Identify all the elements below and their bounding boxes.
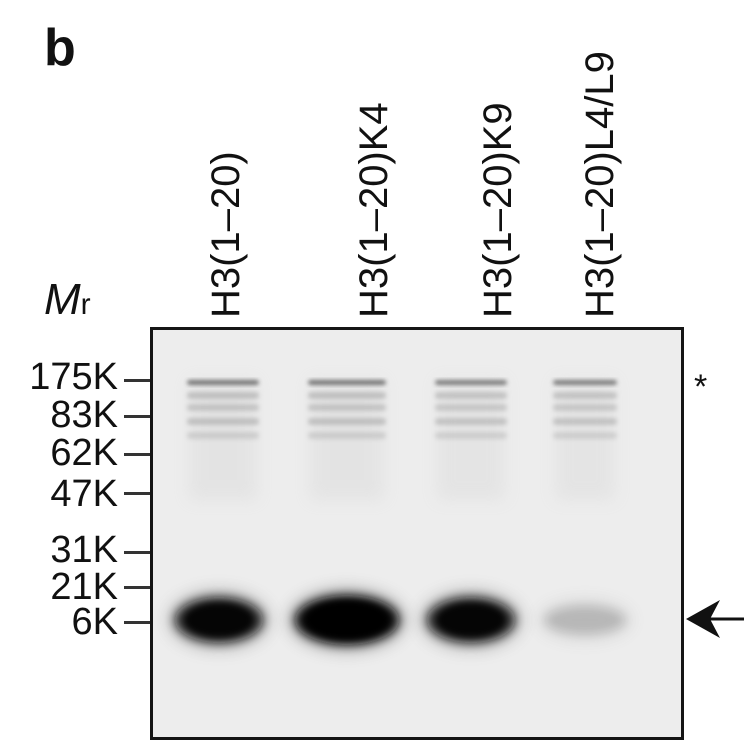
high-mw-band (187, 392, 259, 399)
tick-62k (124, 453, 150, 456)
lane-label-4: H3(1–20)L4/L9 (578, 51, 622, 318)
marker-47k: 47K (50, 473, 118, 515)
high-mw-band (435, 392, 507, 399)
high-mw-band (308, 418, 386, 425)
marker-62k: 62K (50, 432, 118, 474)
high-mw-band (553, 432, 617, 439)
tick-21k (124, 586, 150, 589)
high-mw-band (308, 432, 386, 439)
lane-2 (289, 380, 405, 651)
lane-3 (421, 380, 521, 650)
lane-1 (169, 380, 269, 650)
tick-47k (124, 492, 150, 495)
high-mw-band (553, 380, 617, 385)
panel-letter: b (44, 19, 76, 77)
high-mw-band (435, 380, 507, 385)
high-mw-band (435, 404, 507, 411)
mr-sub: r (80, 288, 91, 321)
asterisk-annotation: * (694, 368, 708, 406)
high-mw-band (308, 392, 386, 399)
high-mw-band (553, 404, 617, 411)
high-mw-band (308, 380, 386, 385)
lane-4 (539, 380, 631, 640)
mr-main: M (44, 275, 81, 324)
high-mw-band (187, 404, 259, 411)
product-band-arrow (686, 600, 744, 638)
tick-6k (124, 621, 150, 624)
high-mw-band (435, 432, 507, 439)
marker-31k: 31K (50, 529, 118, 571)
lane-label-1: H3(1–20) (204, 151, 248, 318)
marker-21k: 21K (50, 566, 118, 608)
high-mw-band (435, 418, 507, 425)
tick-83k (124, 415, 150, 418)
tick-175k (124, 379, 150, 382)
tick-31k (124, 551, 150, 554)
high-mw-band (553, 418, 617, 425)
gel-bands (169, 380, 631, 651)
marker-175k: 175K (29, 356, 118, 398)
lane-label-3: H3(1–20)K9 (476, 102, 520, 318)
high-mw-band (187, 418, 259, 425)
marker-83k: 83K (50, 394, 118, 436)
high-mw-band (187, 380, 259, 385)
molecular-weight-label: Mr (44, 278, 91, 322)
marker-6k: 6K (71, 601, 118, 643)
product-band (545, 606, 625, 634)
gel-image (150, 327, 684, 740)
lane-label-2: H3(1–20)K4 (352, 102, 396, 318)
high-mw-band (187, 432, 259, 439)
high-mw-band (308, 404, 386, 411)
high-mw-band (553, 392, 617, 399)
